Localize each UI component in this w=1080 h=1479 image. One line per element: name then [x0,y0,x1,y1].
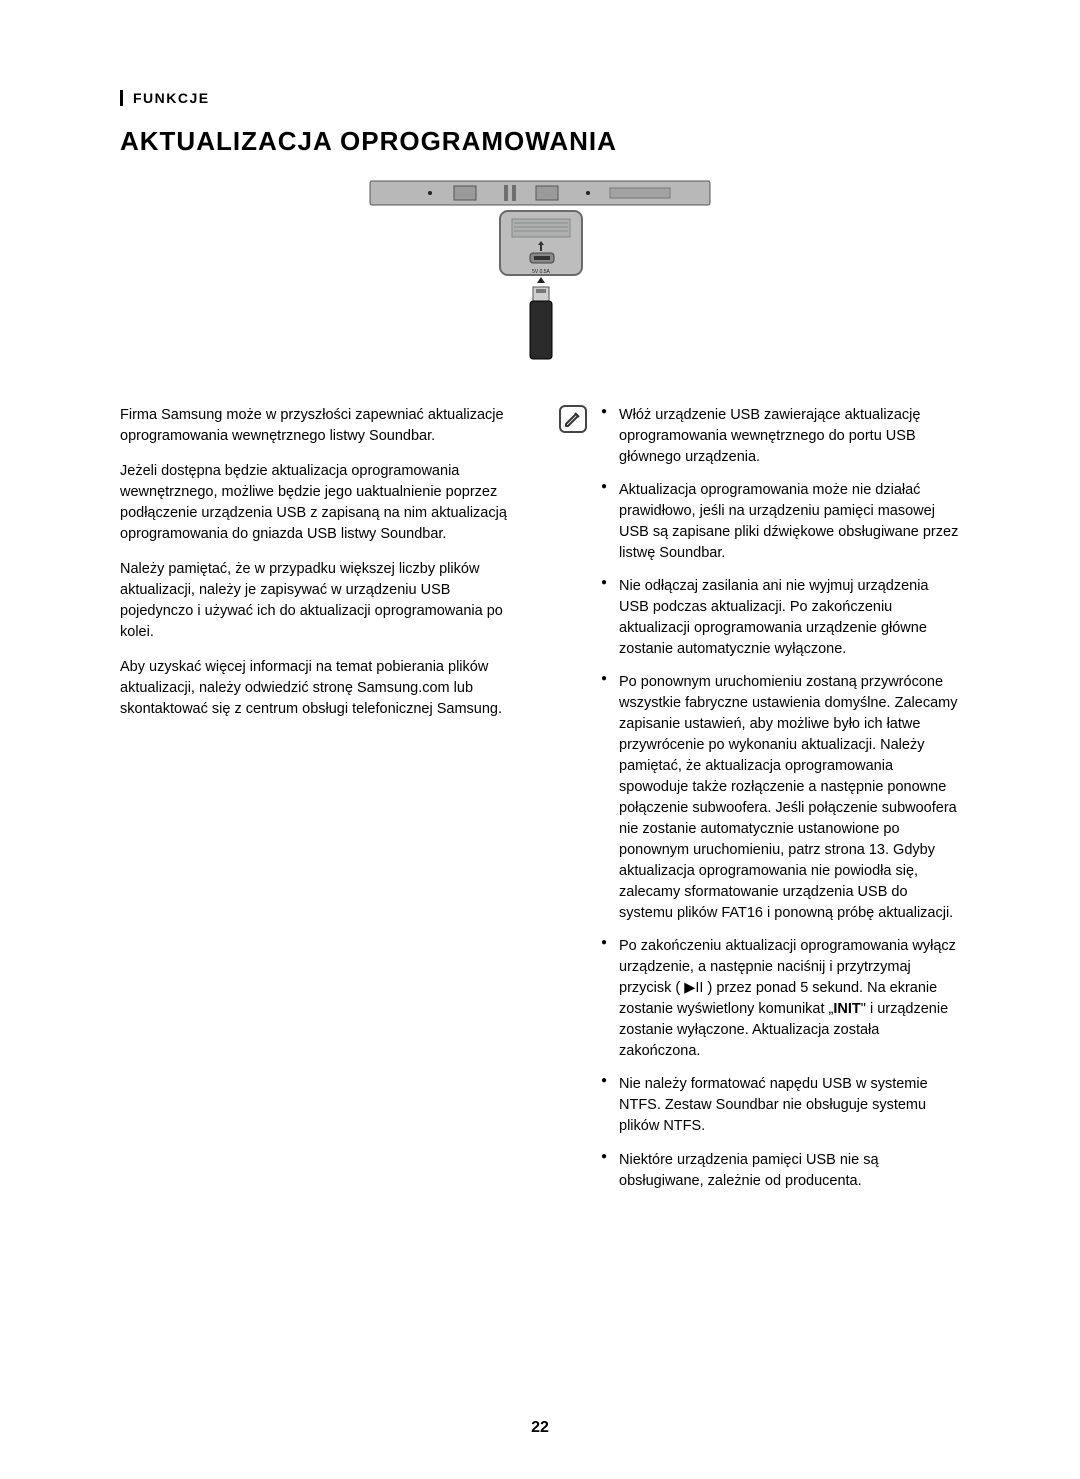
page-title: AKTUALIZACJA OPROGRAMOWANIA [120,126,960,157]
page-number: 22 [0,1419,1080,1437]
list-item: Nie należy formatować napędu USB w syste… [601,1074,960,1137]
list-item: Po ponownym uruchomieniu zostaną przywró… [601,672,960,924]
right-column: Włóż urządzenie USB zawierające aktualiz… [559,405,960,1204]
notes-list: Włóż urządzenie USB zawierające aktualiz… [601,405,960,1204]
product-illustration: 5V 0.5A [120,175,960,375]
pencil-note-icon [559,405,587,433]
left-p1: Firma Samsung może w przyszłości zapewni… [120,405,521,447]
list-item: Po zakończeniu aktualizacji oprogramowan… [601,936,960,1062]
left-p2: Jeżeli dostępna będzie aktualizacja opro… [120,461,521,545]
left-p4: Aby uzyskać więcej informacji na temat p… [120,657,521,720]
list-item: Włóż urządzenie USB zawierające aktualiz… [601,405,960,468]
left-column: Firma Samsung może w przyszłości zapewni… [120,405,521,1204]
left-p3: Należy pamiętać, że w przypadku większej… [120,559,521,643]
soundbar-usb-diagram: 5V 0.5A [360,175,720,375]
list-item: Niektóre urządzenia pamięci USB nie są o… [601,1150,960,1192]
list-item: Nie odłączaj zasilania ani nie wyjmuj ur… [601,576,960,660]
init-label: INIT [833,1001,860,1017]
svg-text:5V 0.5A: 5V 0.5A [532,269,550,275]
section-label: FUNKCJE [120,90,960,106]
content-columns: Firma Samsung może w przyszłości zapewni… [120,405,960,1204]
list-item: Aktualizacja oprogramowania może nie dzi… [601,480,960,564]
play-pause-icon: ▶II [684,980,703,996]
note-block: Włóż urządzenie USB zawierające aktualiz… [559,405,960,1204]
manual-page: FUNKCJE AKTUALIZACJA OPROGRAMOWANIA [0,0,1080,1264]
